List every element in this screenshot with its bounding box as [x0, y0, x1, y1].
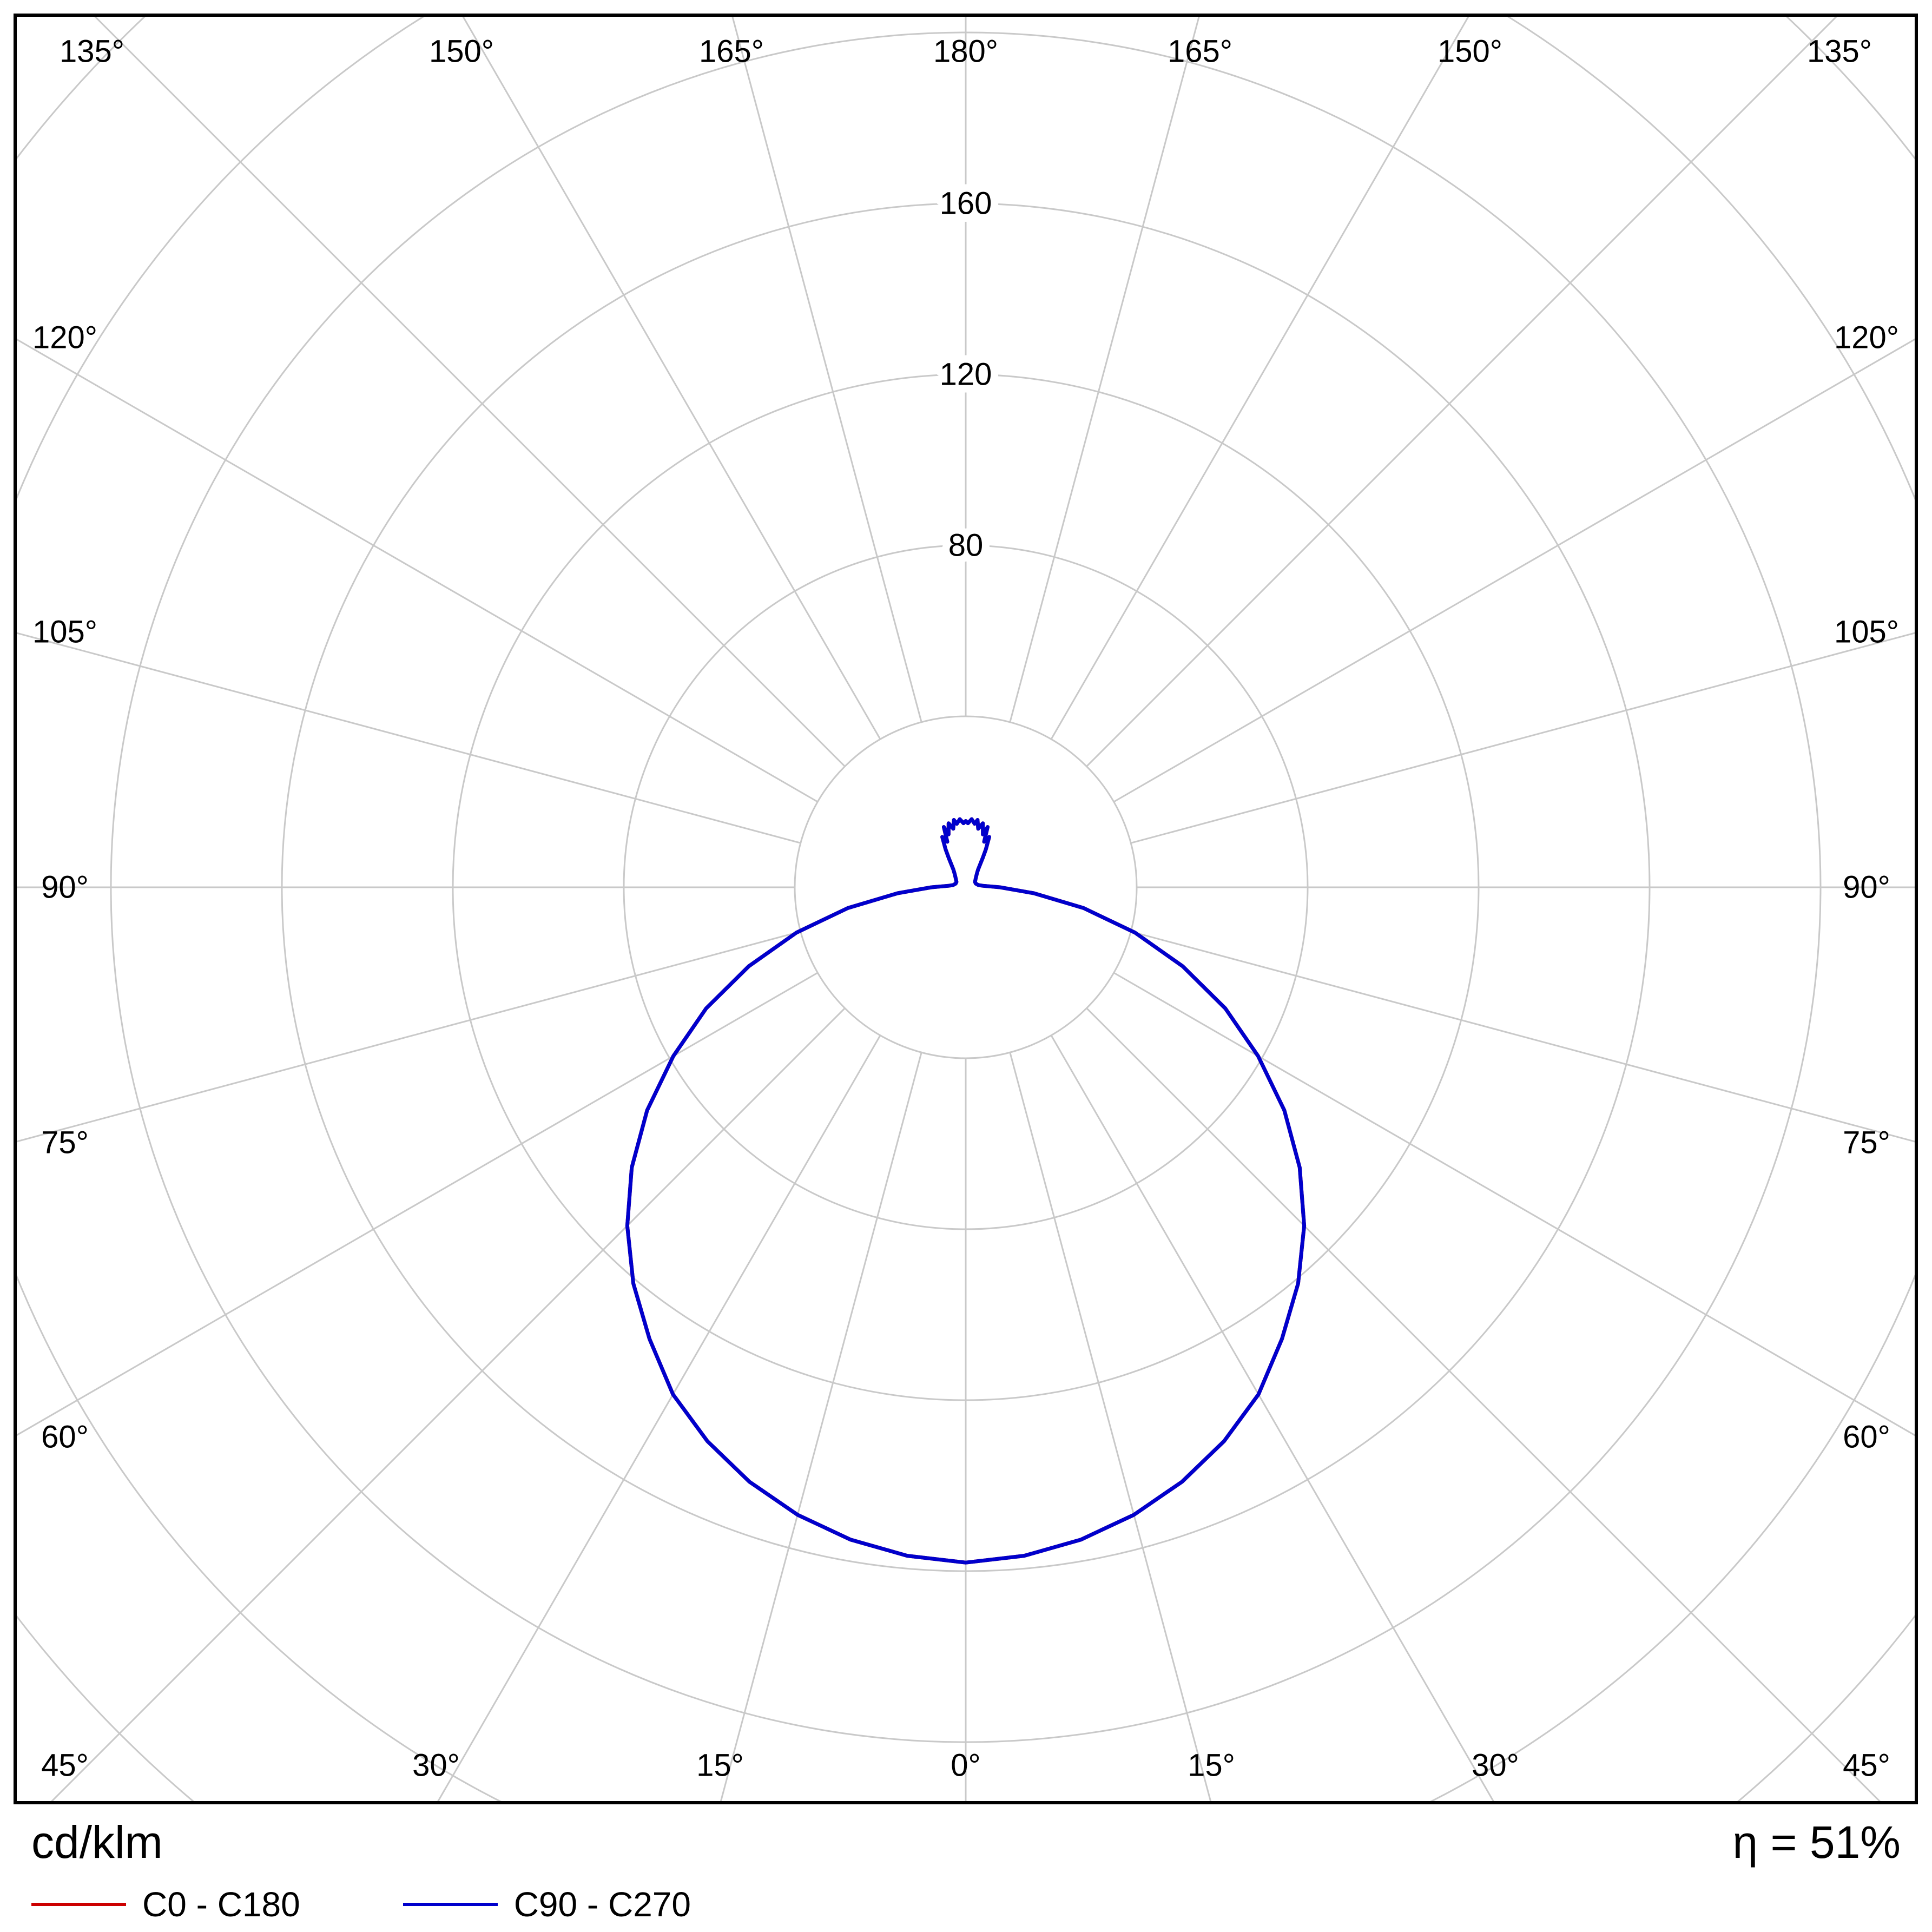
svg-text:150°: 150° [429, 34, 494, 69]
plot-border [14, 14, 1918, 1804]
legend-item-c90-c270: C90 - C270 [403, 1884, 691, 1924]
efficiency-label: η = 51% [1732, 1817, 1901, 1868]
svg-text:165°: 165° [1168, 34, 1232, 69]
svg-text:120°: 120° [1834, 320, 1899, 355]
svg-text:45°: 45° [41, 1748, 89, 1783]
c90-c270-line-swatch [403, 1903, 498, 1906]
chart-footer: cd/klm η = 51% C0 - C180 C90 - C270 [0, 1804, 1932, 1932]
legend: C0 - C180 C90 - C270 [31, 1884, 691, 1924]
c0-c180-line-swatch [31, 1903, 126, 1906]
series-c90-c270 [625, 817, 1307, 1565]
grid-spokes [14, 14, 1918, 1804]
polar-chart: 0° 15° 15° 30° 30° 45° 45° 60° 60° 75° 75° 90° 90° 10… [14, 14, 1918, 1804]
radius-labels: 80 120 160 [932, 179, 1000, 571]
series-curves [625, 817, 1307, 1565]
svg-text:15°: 15° [696, 1748, 744, 1783]
svg-text:30°: 30° [412, 1748, 460, 1783]
svg-text:105°: 105° [32, 615, 97, 650]
svg-text:120: 120 [940, 357, 992, 392]
svg-text:60°: 60° [41, 1420, 89, 1455]
svg-text:60°: 60° [1843, 1420, 1890, 1455]
legend-label-c0-c180: C0 - C180 [142, 1885, 300, 1924]
legend-item-c0-c180: C0 - C180 [31, 1884, 300, 1924]
units-label: cd/klm [31, 1817, 163, 1868]
svg-text:105°: 105° [1834, 615, 1899, 650]
legend-label-c90-c270: C90 - C270 [513, 1885, 691, 1924]
angle-labels: 0° 15° 15° 30° 30° 45° 45° 60° 60° 75° 75° 90° 90° 10… [32, 34, 1899, 1783]
svg-text:120°: 120° [32, 320, 97, 355]
svg-text:135°: 135° [60, 34, 124, 69]
svg-text:30°: 30° [1472, 1748, 1519, 1783]
svg-text:75°: 75° [41, 1125, 89, 1160]
svg-text:160: 160 [940, 186, 992, 221]
svg-text:180°: 180° [933, 34, 998, 69]
svg-text:150°: 150° [1438, 34, 1502, 69]
svg-text:165°: 165° [699, 34, 764, 69]
svg-text:80: 80 [948, 528, 984, 563]
svg-text:15°: 15° [1188, 1748, 1235, 1783]
svg-text:90°: 90° [41, 870, 89, 905]
svg-text:90°: 90° [1843, 870, 1890, 905]
svg-text:75°: 75° [1843, 1125, 1890, 1160]
svg-text:0°: 0° [951, 1748, 980, 1783]
svg-text:45°: 45° [1843, 1748, 1890, 1783]
svg-text:135°: 135° [1807, 34, 1872, 69]
